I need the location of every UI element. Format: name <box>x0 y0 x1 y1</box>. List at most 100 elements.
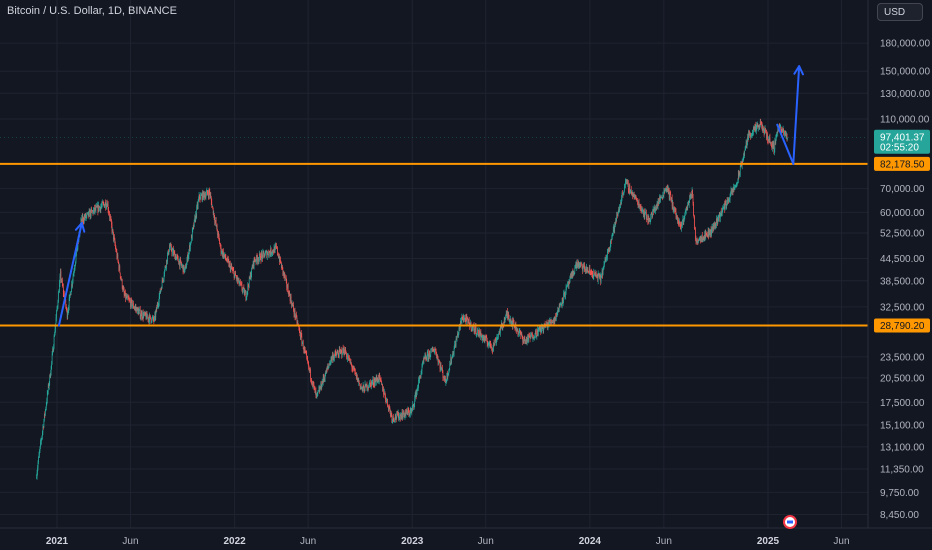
candle-body <box>666 186 668 189</box>
candle-body <box>139 309 141 318</box>
candle-body <box>260 254 261 260</box>
candle-body <box>659 197 660 203</box>
candle-body <box>169 246 171 248</box>
candle-body <box>445 376 446 383</box>
price-tick-label: 130,000.00 <box>880 89 930 100</box>
candle-body <box>266 251 268 258</box>
candle-body <box>224 254 226 256</box>
candle-body <box>100 207 101 211</box>
events-icon[interactable] <box>783 515 797 529</box>
candle-body <box>142 312 144 318</box>
arrow-line[interactable] <box>57 222 83 327</box>
candle-body <box>210 197 212 202</box>
candle-body <box>481 335 482 337</box>
candle-body <box>610 239 612 244</box>
candle-body <box>366 384 367 387</box>
candle-body <box>473 325 475 332</box>
candle-body <box>388 406 389 411</box>
candle-body <box>632 193 634 196</box>
candle-body <box>270 248 272 254</box>
candle-body <box>166 259 168 262</box>
candle-body <box>369 382 370 387</box>
candle-body <box>722 208 724 210</box>
candle-body <box>342 348 343 355</box>
candle-body <box>44 413 46 415</box>
candle-body <box>52 349 54 352</box>
candle-body <box>282 267 284 273</box>
candle-body <box>279 257 280 262</box>
candle-body <box>713 226 714 230</box>
candle-body <box>450 357 452 365</box>
horizontal-levels[interactable] <box>0 137 868 327</box>
candle-body <box>235 273 236 277</box>
candle-body <box>494 339 496 345</box>
candle-body <box>690 193 692 197</box>
candle-body <box>589 268 591 271</box>
time-axis[interactable]: 2021 Jun 2022 Jun 2023 Jun 2024 Jun 2025 Jun <box>46 536 850 547</box>
candle-body <box>405 412 407 416</box>
candle-body <box>756 124 758 128</box>
candle-body <box>495 339 496 341</box>
candle-body <box>351 365 353 369</box>
candle-body <box>289 292 290 296</box>
candle-body <box>195 213 197 217</box>
candle-body <box>430 349 432 351</box>
candle-body <box>258 258 260 261</box>
countdown-label: 02:55:20 <box>880 143 919 154</box>
candle-body <box>85 214 87 218</box>
candle-body <box>483 336 484 340</box>
candle-body <box>757 124 759 128</box>
candle-body <box>147 316 149 320</box>
candle-body <box>237 280 239 281</box>
candle-body <box>737 180 739 183</box>
candle-body <box>39 451 40 455</box>
candle-body <box>678 220 679 224</box>
candle-body <box>765 128 766 130</box>
annotation-arrows[interactable] <box>57 65 804 327</box>
candle-body <box>779 127 781 129</box>
candle-body <box>119 266 121 273</box>
candle-body <box>424 356 426 359</box>
candle-body <box>280 262 282 264</box>
candle-body <box>433 351 434 353</box>
candle-body <box>344 348 346 355</box>
price-axis[interactable]: 180,000.00150,000.00130,000.00110,000.00… <box>880 39 930 521</box>
currency-button[interactable]: USD <box>877 3 923 21</box>
candle-body <box>135 307 137 309</box>
candle-body <box>770 142 771 143</box>
candle-body <box>335 352 337 355</box>
candle-body <box>174 252 176 259</box>
candle-body <box>507 311 508 317</box>
candle-body <box>52 349 53 355</box>
candle-body <box>507 314 509 317</box>
candle-body <box>621 193 623 198</box>
candle-body <box>671 198 673 207</box>
candle-body <box>746 141 748 147</box>
candle-body <box>444 376 446 381</box>
candle-body <box>436 355 437 359</box>
candle-body <box>155 314 156 318</box>
candle-body <box>600 274 601 282</box>
candle-body <box>211 201 213 207</box>
candle-body <box>184 268 186 270</box>
candle-body <box>126 295 127 298</box>
candle-body <box>525 340 526 342</box>
candle-body <box>260 259 262 261</box>
arrow-line[interactable] <box>776 123 795 165</box>
candle-body <box>573 272 574 276</box>
arrow-line[interactable] <box>792 65 801 165</box>
candle-body <box>703 237 705 239</box>
candle-body <box>359 384 361 388</box>
candle-body <box>508 314 509 318</box>
candle-body <box>650 213 652 218</box>
candle-body <box>58 292 59 303</box>
candle-body <box>663 190 665 196</box>
candle-body <box>65 299 67 307</box>
candle-body <box>138 311 140 315</box>
candle-body <box>153 319 155 321</box>
candle-body <box>299 327 300 330</box>
candle-body <box>257 258 258 262</box>
